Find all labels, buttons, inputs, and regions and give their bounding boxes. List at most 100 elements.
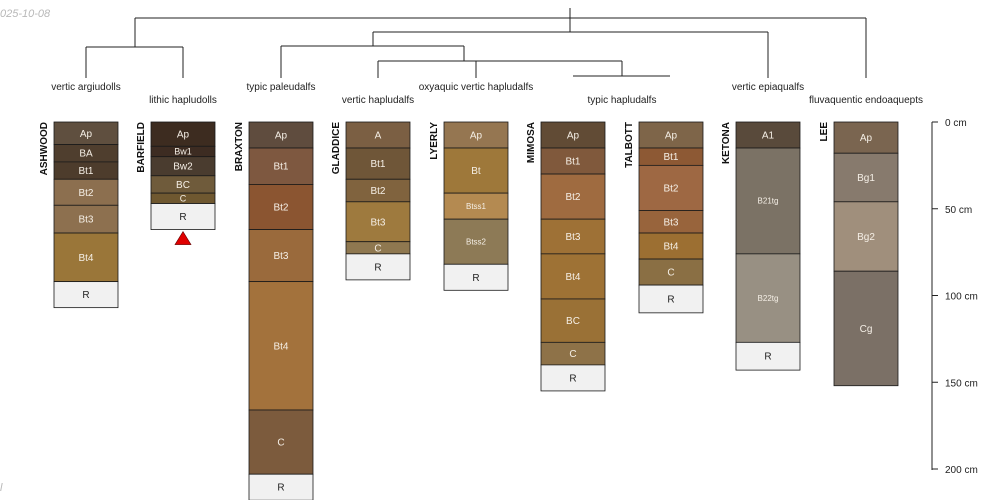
- soil-profile: Ap Bg1 Bg2 Cg LEE: [819, 121, 899, 387]
- horizon-label: BC: [176, 180, 190, 191]
- horizon-label: Bt4: [565, 272, 580, 283]
- horizon-label: Bt2: [273, 203, 288, 214]
- dendrogram: [85, 8, 867, 78]
- horizon-block: [735, 341, 801, 371]
- soil-profile: Ap BA Bt1 Bt2 Bt3 Bt4 R ASHWOOD: [39, 121, 119, 309]
- soil-profile: Ap Bt1 Bt2 Bt3 Bt4 C R TALBOTT: [624, 121, 704, 314]
- horizon-label: Bg2: [857, 232, 875, 243]
- horizon-block: [248, 409, 314, 475]
- horizon-label: Bt1: [565, 157, 580, 168]
- profile-name: BARFIELD: [136, 122, 147, 173]
- soil-profile: A1 B21tg B22tg R KETONA: [721, 121, 801, 371]
- horizon-label: Btss2: [466, 238, 487, 247]
- horizon-block: [540, 147, 606, 175]
- horizon-block: [248, 473, 314, 500]
- horizon-block: [540, 253, 606, 300]
- horizon-block: [443, 147, 509, 194]
- profile-name: ASHWOOD: [39, 122, 50, 175]
- horizon-label: Ap: [470, 131, 483, 142]
- horizon-block: [540, 218, 606, 255]
- horizon-label: Bt: [471, 166, 481, 177]
- horizon-label: C: [667, 268, 674, 279]
- horizon-label: Btss1: [466, 202, 487, 211]
- profile-name: LYERLY: [429, 122, 440, 160]
- horizon-label: R: [374, 262, 381, 273]
- horizon-block: [53, 204, 119, 234]
- horizon-block: [638, 232, 704, 260]
- horizon-label: Ap: [567, 131, 580, 142]
- profile-name: GLADDICE: [331, 122, 342, 175]
- horizon-label: B22tg: [758, 294, 779, 303]
- horizon-label: Cg: [860, 324, 873, 335]
- horizon-label: Bt4: [663, 242, 678, 253]
- horizon-block: [540, 173, 606, 220]
- horizon-label: A: [375, 131, 382, 142]
- horizon-label: Bt1: [78, 166, 93, 177]
- horizon-label: Bt1: [273, 162, 288, 173]
- horizon-block: [638, 284, 704, 314]
- horizon-block: [53, 281, 119, 309]
- horizon-label: BA: [79, 149, 93, 160]
- bottom-marker: [174, 230, 192, 245]
- taxon-label: vertic argiudolls: [51, 82, 120, 93]
- horizon-label: Bt4: [78, 253, 93, 264]
- horizon-label: Bw1: [174, 147, 192, 157]
- horizon-block: [638, 164, 704, 211]
- depth-tick-label: 50 cm: [945, 205, 972, 216]
- horizon-block: [833, 121, 899, 154]
- horizon-label: C: [569, 349, 576, 360]
- horizon-block: [735, 121, 801, 149]
- horizon-label: Bt3: [663, 217, 678, 228]
- profile-name: BRAXTON: [234, 122, 245, 171]
- taxon-labels: vertic argiudolls lithic hapludolls typi…: [51, 82, 923, 106]
- horizon-label: BC: [566, 316, 580, 327]
- soil-profile: Ap Bt Btss1 Btss2 R LYERLY: [429, 121, 509, 291]
- horizon-block: [540, 298, 606, 343]
- horizon-label: R: [277, 483, 284, 494]
- horizon-label: Bt2: [663, 183, 678, 194]
- horizon-block: [248, 147, 314, 185]
- horizon-label: Bt3: [565, 232, 580, 243]
- soil-profile: Ap Bw1 Bw2 BC CR BARFIELD: [136, 121, 216, 245]
- horizon-block: [345, 147, 411, 180]
- horizon-label: Bt1: [370, 159, 385, 170]
- taxon-label: typic hapludalfs: [588, 95, 657, 106]
- horizon-label: Bt3: [370, 217, 385, 228]
- taxon-label: vertic hapludalfs: [342, 95, 414, 106]
- date-stamp: 025-10-08: [0, 8, 51, 20]
- horizon-block: [735, 253, 801, 343]
- horizon-block: [248, 121, 314, 149]
- horizon-block: [540, 364, 606, 392]
- horizon-label: R: [82, 290, 89, 301]
- taxon-label: lithic hapludolls: [149, 95, 217, 106]
- horizon-label: Bt2: [565, 192, 580, 203]
- horizon-label: R: [179, 212, 186, 223]
- horizon-label: R: [764, 352, 771, 363]
- profile-name: TALBOTT: [624, 122, 635, 168]
- horizon-label: A1: [762, 131, 775, 142]
- horizon-block: [833, 270, 899, 387]
- taxon-label: typic paleudalfs: [247, 82, 316, 93]
- horizon-label: Ap: [80, 129, 93, 140]
- depth-tick-label: 200 cm: [945, 465, 978, 476]
- horizon-block: [735, 147, 801, 255]
- corner-mark: l: [0, 482, 3, 494]
- horizon-label: R: [472, 273, 479, 284]
- horizon-block: [248, 229, 314, 283]
- horizon-block: [248, 281, 314, 411]
- soil-profile: A Bt1 Bt2 Bt3 CR GLADDICE: [331, 121, 411, 281]
- horizon-label: Bt3: [273, 251, 288, 262]
- horizon-label: Bt2: [370, 186, 385, 197]
- horizon-label: Bt1: [663, 152, 678, 163]
- profile-name: MIMOSA: [526, 122, 537, 163]
- horizon-label: Bt2: [78, 188, 93, 199]
- horizon-block: [150, 121, 216, 147]
- depth-tick-label: 150 cm: [945, 378, 978, 389]
- soil-profile: Ap Bt1 Bt2 Bt3 Bt4 BC C R MIMOSA: [526, 121, 606, 392]
- horizon-block: [443, 263, 509, 291]
- horizon-block: [150, 203, 216, 230]
- horizon-block: [248, 184, 314, 230]
- horizon-block: [345, 253, 411, 281]
- taxon-label: fluvaquentic endoaquepts: [809, 95, 923, 106]
